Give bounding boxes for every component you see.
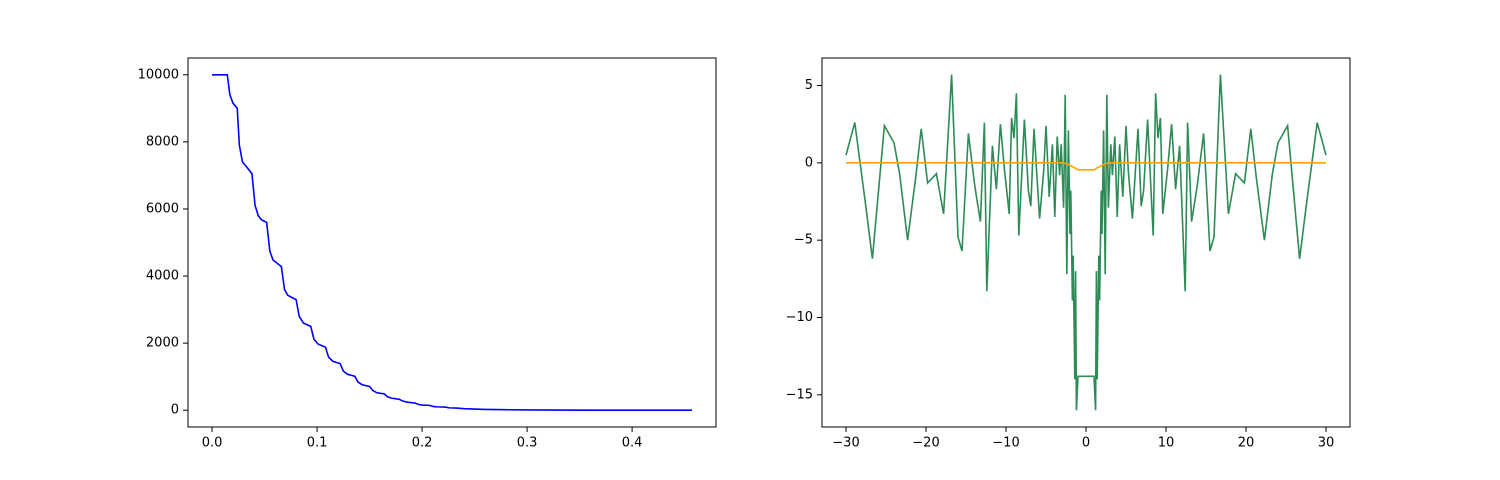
y-tick-label: −10 [786, 310, 813, 325]
y-tick-label: 6000 [146, 201, 179, 216]
x-tick-label: 0.0 [202, 436, 223, 451]
x-tick-label: 0 [1082, 436, 1090, 451]
y-tick-label: 0 [171, 403, 179, 418]
y-tick-label: 0 [805, 155, 813, 170]
x-tick-label: 0.1 [307, 436, 328, 451]
y-tick-label: 4000 [146, 269, 179, 284]
y-tick-label: 2000 [146, 336, 179, 351]
y-tick-label: 5 [805, 78, 813, 93]
x-tick-label: 0.2 [412, 436, 433, 451]
x-tick-label: 30 [1318, 436, 1335, 451]
x-tick-label: −30 [832, 436, 859, 451]
y-tick-label: 8000 [146, 134, 179, 149]
x-tick-label: 10 [1158, 436, 1175, 451]
y-tick-label: −5 [794, 233, 813, 248]
axes-frame [187, 57, 717, 428]
data-line [845, 74, 1327, 411]
axes-frame [821, 57, 1351, 428]
data-line [846, 162, 1326, 171]
y-tick-label: −15 [786, 387, 813, 402]
x-tick-label: 20 [1238, 436, 1255, 451]
x-tick-label: −10 [992, 436, 1019, 451]
x-tick-label: 0.3 [517, 436, 538, 451]
x-tick-label: 0.4 [622, 436, 643, 451]
x-tick-label: −20 [912, 436, 939, 451]
data-line [212, 73, 692, 412]
y-tick-label: 10000 [138, 67, 179, 82]
